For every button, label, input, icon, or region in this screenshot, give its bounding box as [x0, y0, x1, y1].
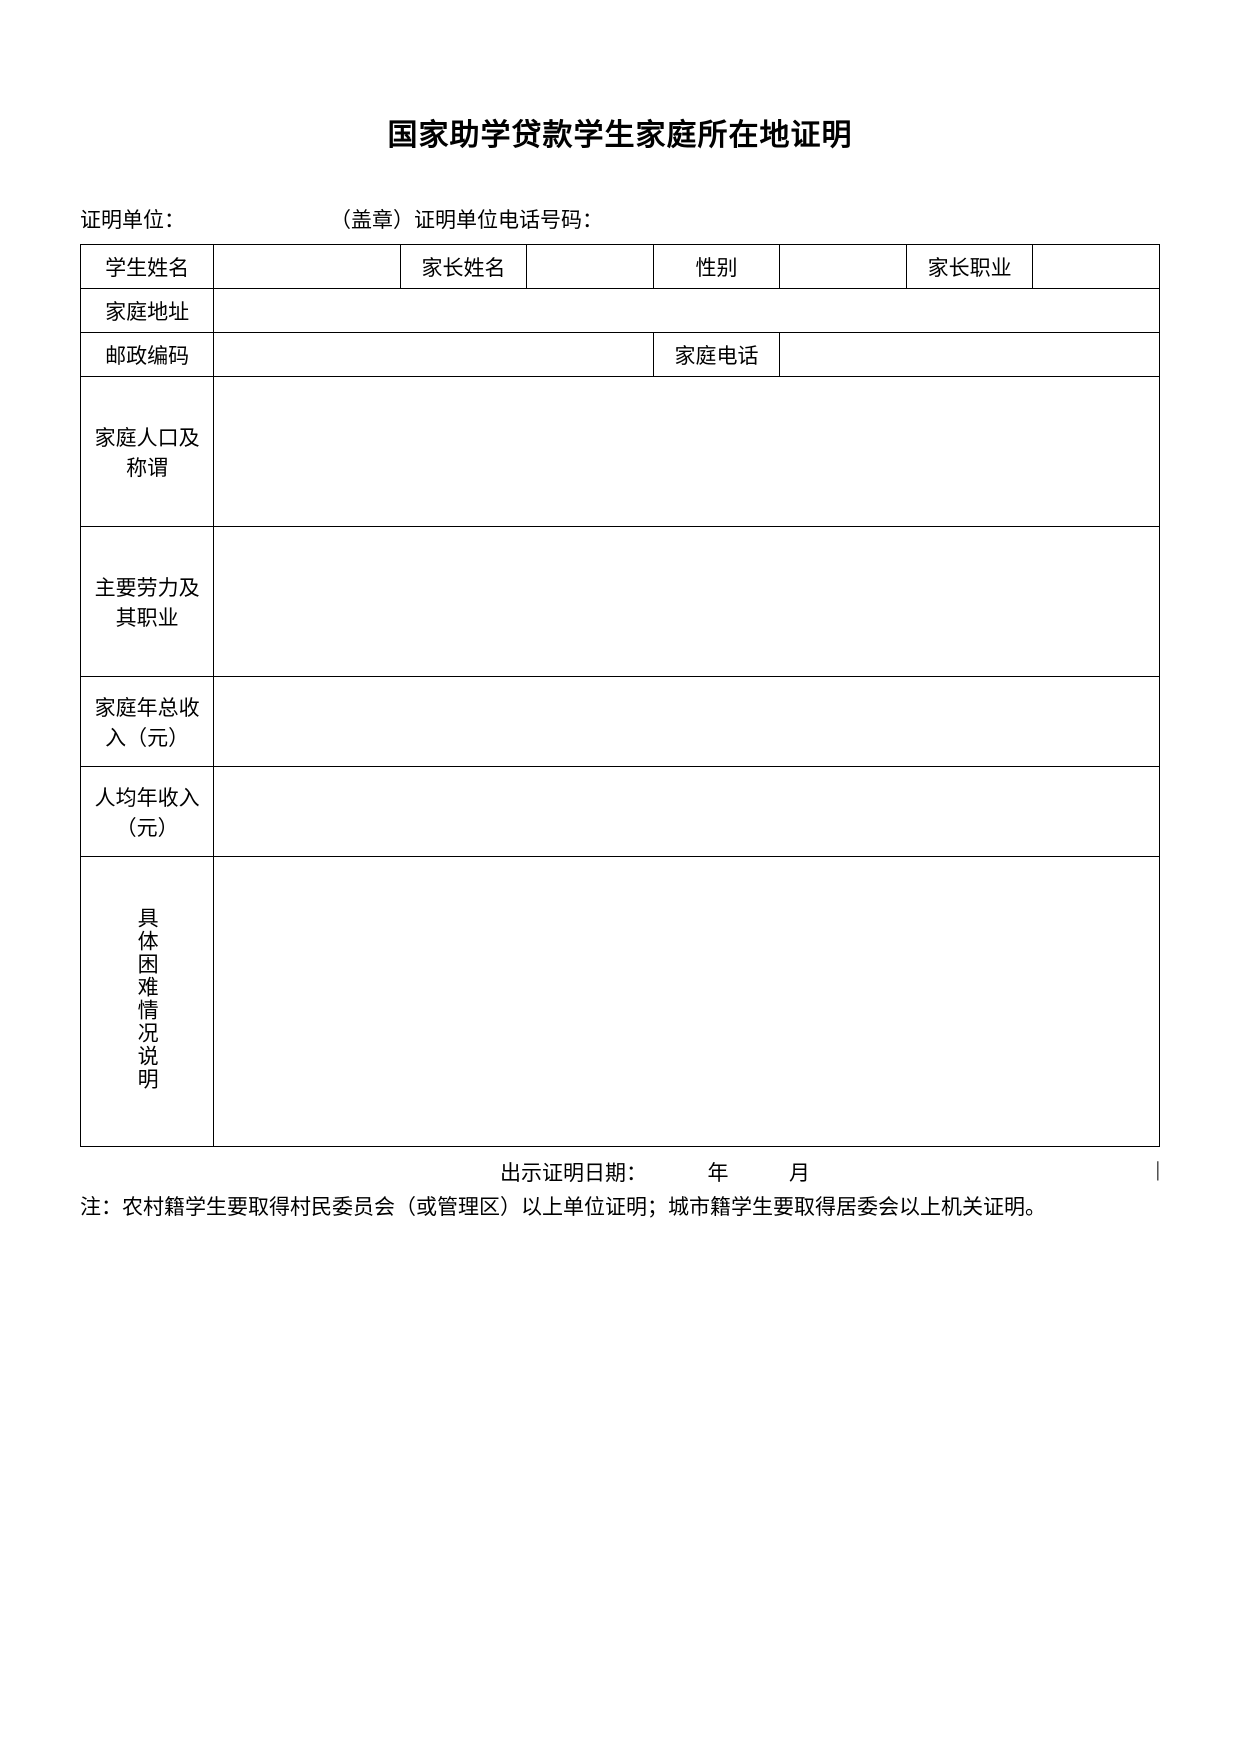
- value-home-phone[interactable]: [780, 333, 1160, 377]
- row-postal-phone: 邮政编码 家庭电话: [81, 333, 1160, 377]
- value-family-members[interactable]: [214, 377, 1160, 527]
- value-parent-job[interactable]: [1033, 245, 1160, 289]
- label-home-address: 家庭地址: [81, 289, 214, 333]
- label-student-name: 学生姓名: [81, 245, 214, 289]
- date-year-unit: 年: [708, 1161, 729, 1185]
- value-annual-income[interactable]: [214, 677, 1160, 767]
- row-annual-income: 家庭年总收入（元）: [81, 677, 1160, 767]
- date-separator: |: [1156, 1157, 1160, 1182]
- header-line: 证明单位： （盖章）证明单位电话号码：: [80, 204, 1160, 234]
- seal-phone-label: （盖章）证明单位电话号码：: [330, 204, 603, 234]
- date-line: 出示证明日期： 年 月 |: [80, 1157, 1160, 1187]
- value-student-name[interactable]: [214, 245, 400, 289]
- unit-label: 证明单位：: [80, 204, 330, 234]
- label-hardship: 具体困难情况说明: [81, 857, 214, 1147]
- value-per-capita-income[interactable]: [214, 767, 1160, 857]
- value-gender[interactable]: [780, 245, 907, 289]
- row-hardship: 具体困难情况说明: [81, 857, 1160, 1147]
- label-main-labor: 主要劳力及其职业: [81, 527, 214, 677]
- label-postal-code: 邮政编码: [81, 333, 214, 377]
- label-hardship-text: 具体困难情况说明: [132, 907, 162, 1091]
- value-main-labor[interactable]: [214, 527, 1160, 677]
- date-label: 出示证明日期：: [500, 1161, 647, 1185]
- label-parent-name: 家长姓名: [400, 245, 527, 289]
- value-parent-name[interactable]: [527, 245, 654, 289]
- label-family-members: 家庭人口及称谓: [81, 377, 214, 527]
- value-postal-code[interactable]: [214, 333, 654, 377]
- row-main-labor: 主要劳力及其职业: [81, 527, 1160, 677]
- date-month-unit: 月: [789, 1161, 810, 1185]
- label-annual-income: 家庭年总收入（元）: [81, 677, 214, 767]
- label-home-phone: 家庭电话: [653, 333, 780, 377]
- row-address: 家庭地址: [81, 289, 1160, 333]
- form-table: 学生姓名 家长姓名 性别 家长职业 家庭地址 邮政编码 家庭电话 家庭人口及称谓…: [80, 244, 1160, 1147]
- label-parent-job: 家长职业: [906, 245, 1033, 289]
- page-title: 国家助学贷款学生家庭所在地证明: [80, 110, 1160, 154]
- row-basic-info: 学生姓名 家长姓名 性别 家长职业: [81, 245, 1160, 289]
- footnote: 注：农村籍学生要取得村民委员会（或管理区）以上单位证明；城市籍学生要取得居委会以…: [80, 1193, 1160, 1222]
- label-per-capita-income: 人均年收入（元）: [81, 767, 214, 857]
- row-per-capita-income: 人均年收入（元）: [81, 767, 1160, 857]
- label-gender: 性别: [653, 245, 780, 289]
- value-hardship[interactable]: [214, 857, 1160, 1147]
- value-home-address[interactable]: [214, 289, 1160, 333]
- row-family-members: 家庭人口及称谓: [81, 377, 1160, 527]
